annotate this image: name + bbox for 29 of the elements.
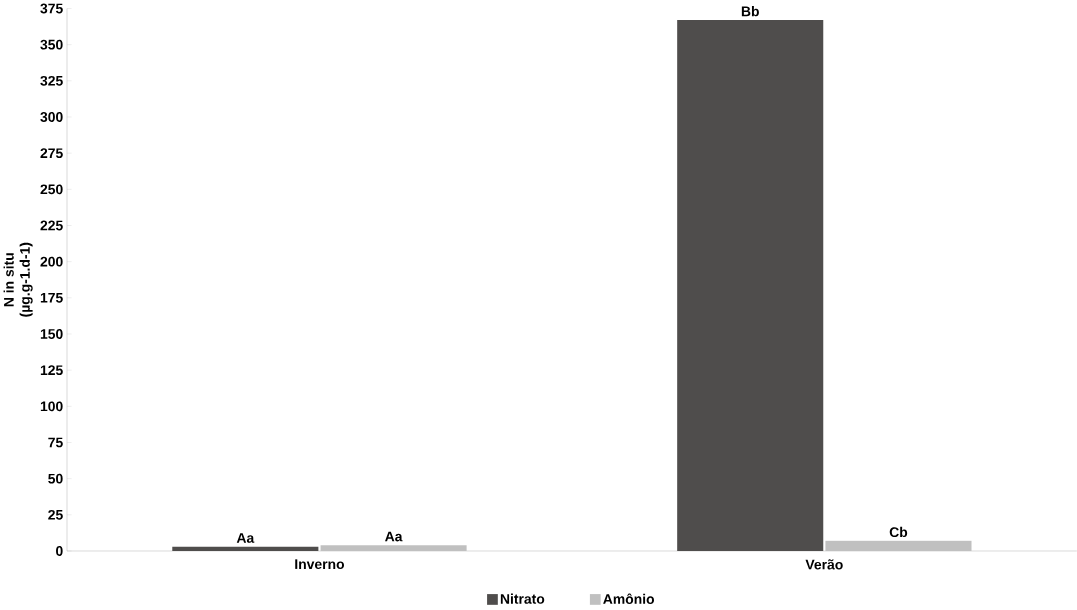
y-tick-label: 25 [48, 510, 63, 520]
y-tick-label: 325 [40, 76, 63, 86]
legend-label: Amônio [603, 593, 655, 605]
x-tick-label: Inverno [295, 559, 345, 570]
bar [677, 20, 824, 552]
y-tick-label: 150 [40, 329, 63, 340]
data-label: Cb [889, 526, 908, 538]
y-tick-label: 375 [40, 3, 63, 14]
y-tick-label: 0 [56, 546, 63, 557]
y-tick-label: 300 [40, 112, 63, 123]
y-tick-label: 75 [48, 437, 63, 448]
x-tick-label: Verão [805, 559, 843, 570]
data-label: Bb [741, 6, 759, 17]
bar [320, 545, 467, 552]
legend-label: Nitrato [500, 593, 545, 604]
y-tick-label: 275 [40, 148, 63, 159]
y-tick-label: 350 [40, 39, 63, 50]
bar [172, 546, 319, 552]
y-tick-label: 250 [40, 184, 63, 195]
y-tick-label: 50 [48, 473, 63, 484]
y-axis-title: N in situ (µg.g-1.d-1) [3, 242, 33, 317]
y-tick-label: 125 [40, 365, 63, 376]
y-tick-label: 200 [40, 256, 63, 267]
y-tick-label: 175 [40, 293, 63, 303]
data-label: Aa [236, 533, 255, 543]
bar [825, 540, 972, 552]
y-tick-label: 100 [40, 401, 63, 412]
y-tick-label: 225 [40, 220, 63, 231]
data-label: Aa [385, 531, 403, 542]
